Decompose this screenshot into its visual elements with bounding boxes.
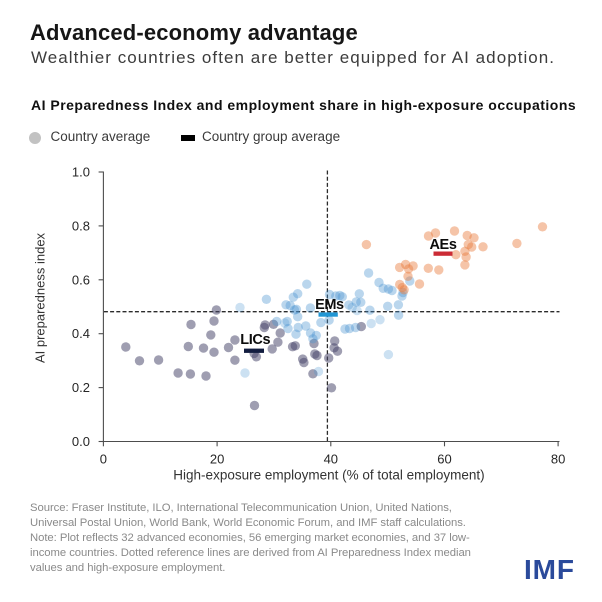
svg-text:0: 0 [100, 452, 107, 467]
svg-text:High-exposure employment (% of: High-exposure employment (% of total emp… [173, 468, 484, 483]
svg-text:40: 40 [324, 452, 338, 467]
svg-text:AEs: AEs [429, 237, 456, 253]
svg-text:LICs: LICs [240, 332, 270, 348]
svg-text:EMs: EMs [315, 297, 344, 313]
svg-text:0.4: 0.4 [72, 326, 90, 341]
svg-text:0.2: 0.2 [72, 380, 90, 395]
svg-text:1.0: 1.0 [72, 165, 90, 180]
svg-text:0.8: 0.8 [72, 218, 90, 233]
svg-text:AI preparedness index: AI preparedness index [33, 232, 48, 363]
svg-text:20: 20 [210, 452, 224, 467]
svg-text:0.0: 0.0 [72, 434, 90, 449]
svg-text:80: 80 [551, 452, 565, 467]
svg-text:60: 60 [437, 452, 451, 467]
svg-text:0.6: 0.6 [72, 272, 90, 287]
